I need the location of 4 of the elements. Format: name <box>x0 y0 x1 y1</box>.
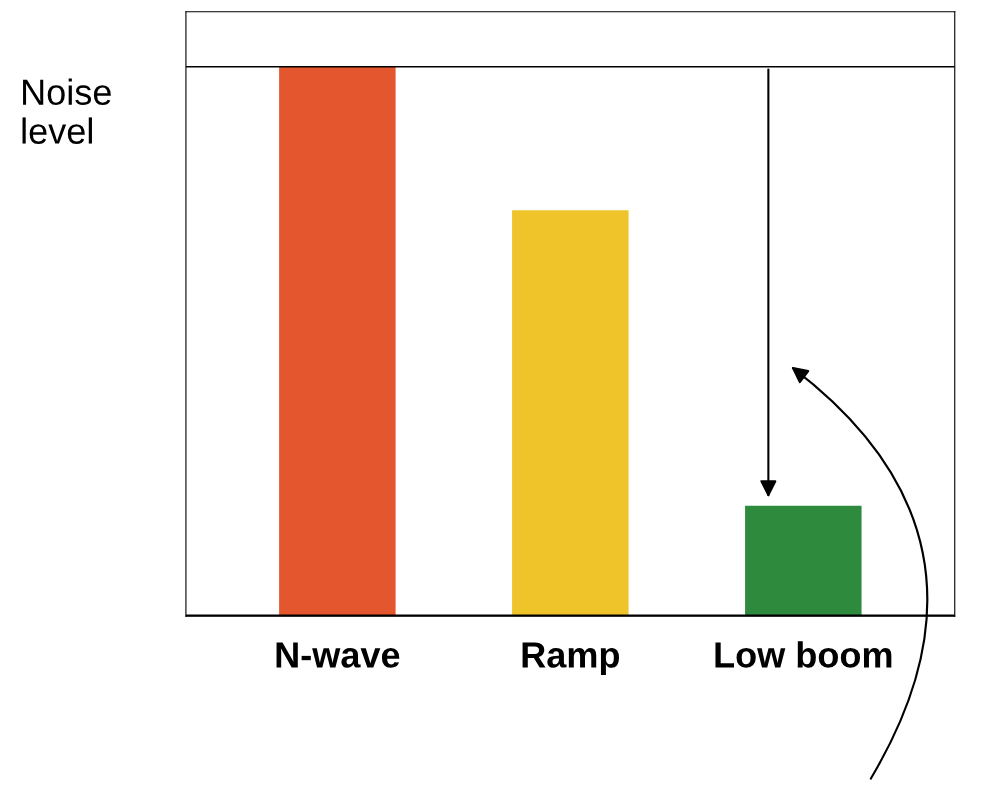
x-tick-label: Low boom <box>715 641 892 668</box>
y-axis-title: Noise level <box>22 78 111 144</box>
x-tick-label: N-wave <box>276 642 400 668</box>
x-tick-label: Ramp <box>522 642 620 675</box>
